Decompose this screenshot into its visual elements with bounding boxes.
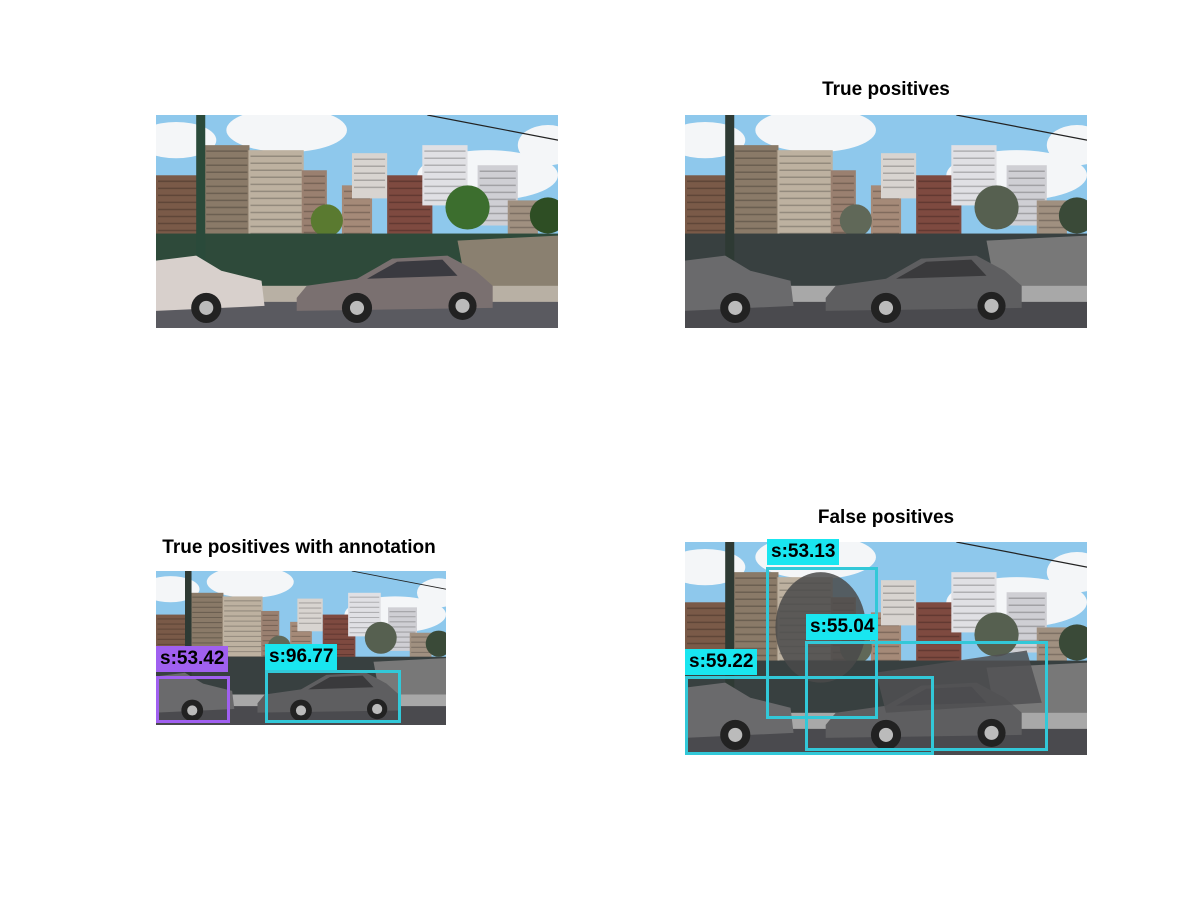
street-scene	[685, 115, 1087, 328]
detection-score-label: s:96.77	[265, 644, 338, 670]
street-photo-false-positives	[685, 542, 1087, 755]
street-photo-original	[156, 115, 558, 328]
panel-title-true-positives: True positives	[822, 79, 950, 100]
false-positive-score-label: s:53.13	[767, 539, 840, 565]
false-positive-score-label: s:59.22	[685, 649, 758, 675]
panel-title-false-positives: False positives	[817, 507, 955, 528]
street-photo-true-positives	[685, 115, 1087, 328]
false-positive-box	[685, 676, 934, 755]
annotation-box	[156, 676, 230, 723]
false-positive-box	[805, 641, 1048, 751]
detection-box	[265, 670, 401, 723]
annotation-score-label: s:53.42	[156, 646, 229, 672]
false-positive-score-label: s:55.04	[806, 614, 879, 640]
street-scene	[685, 542, 1087, 755]
street-scene	[156, 115, 558, 328]
panel-title-annotated: True positives with annotation	[162, 537, 436, 558]
